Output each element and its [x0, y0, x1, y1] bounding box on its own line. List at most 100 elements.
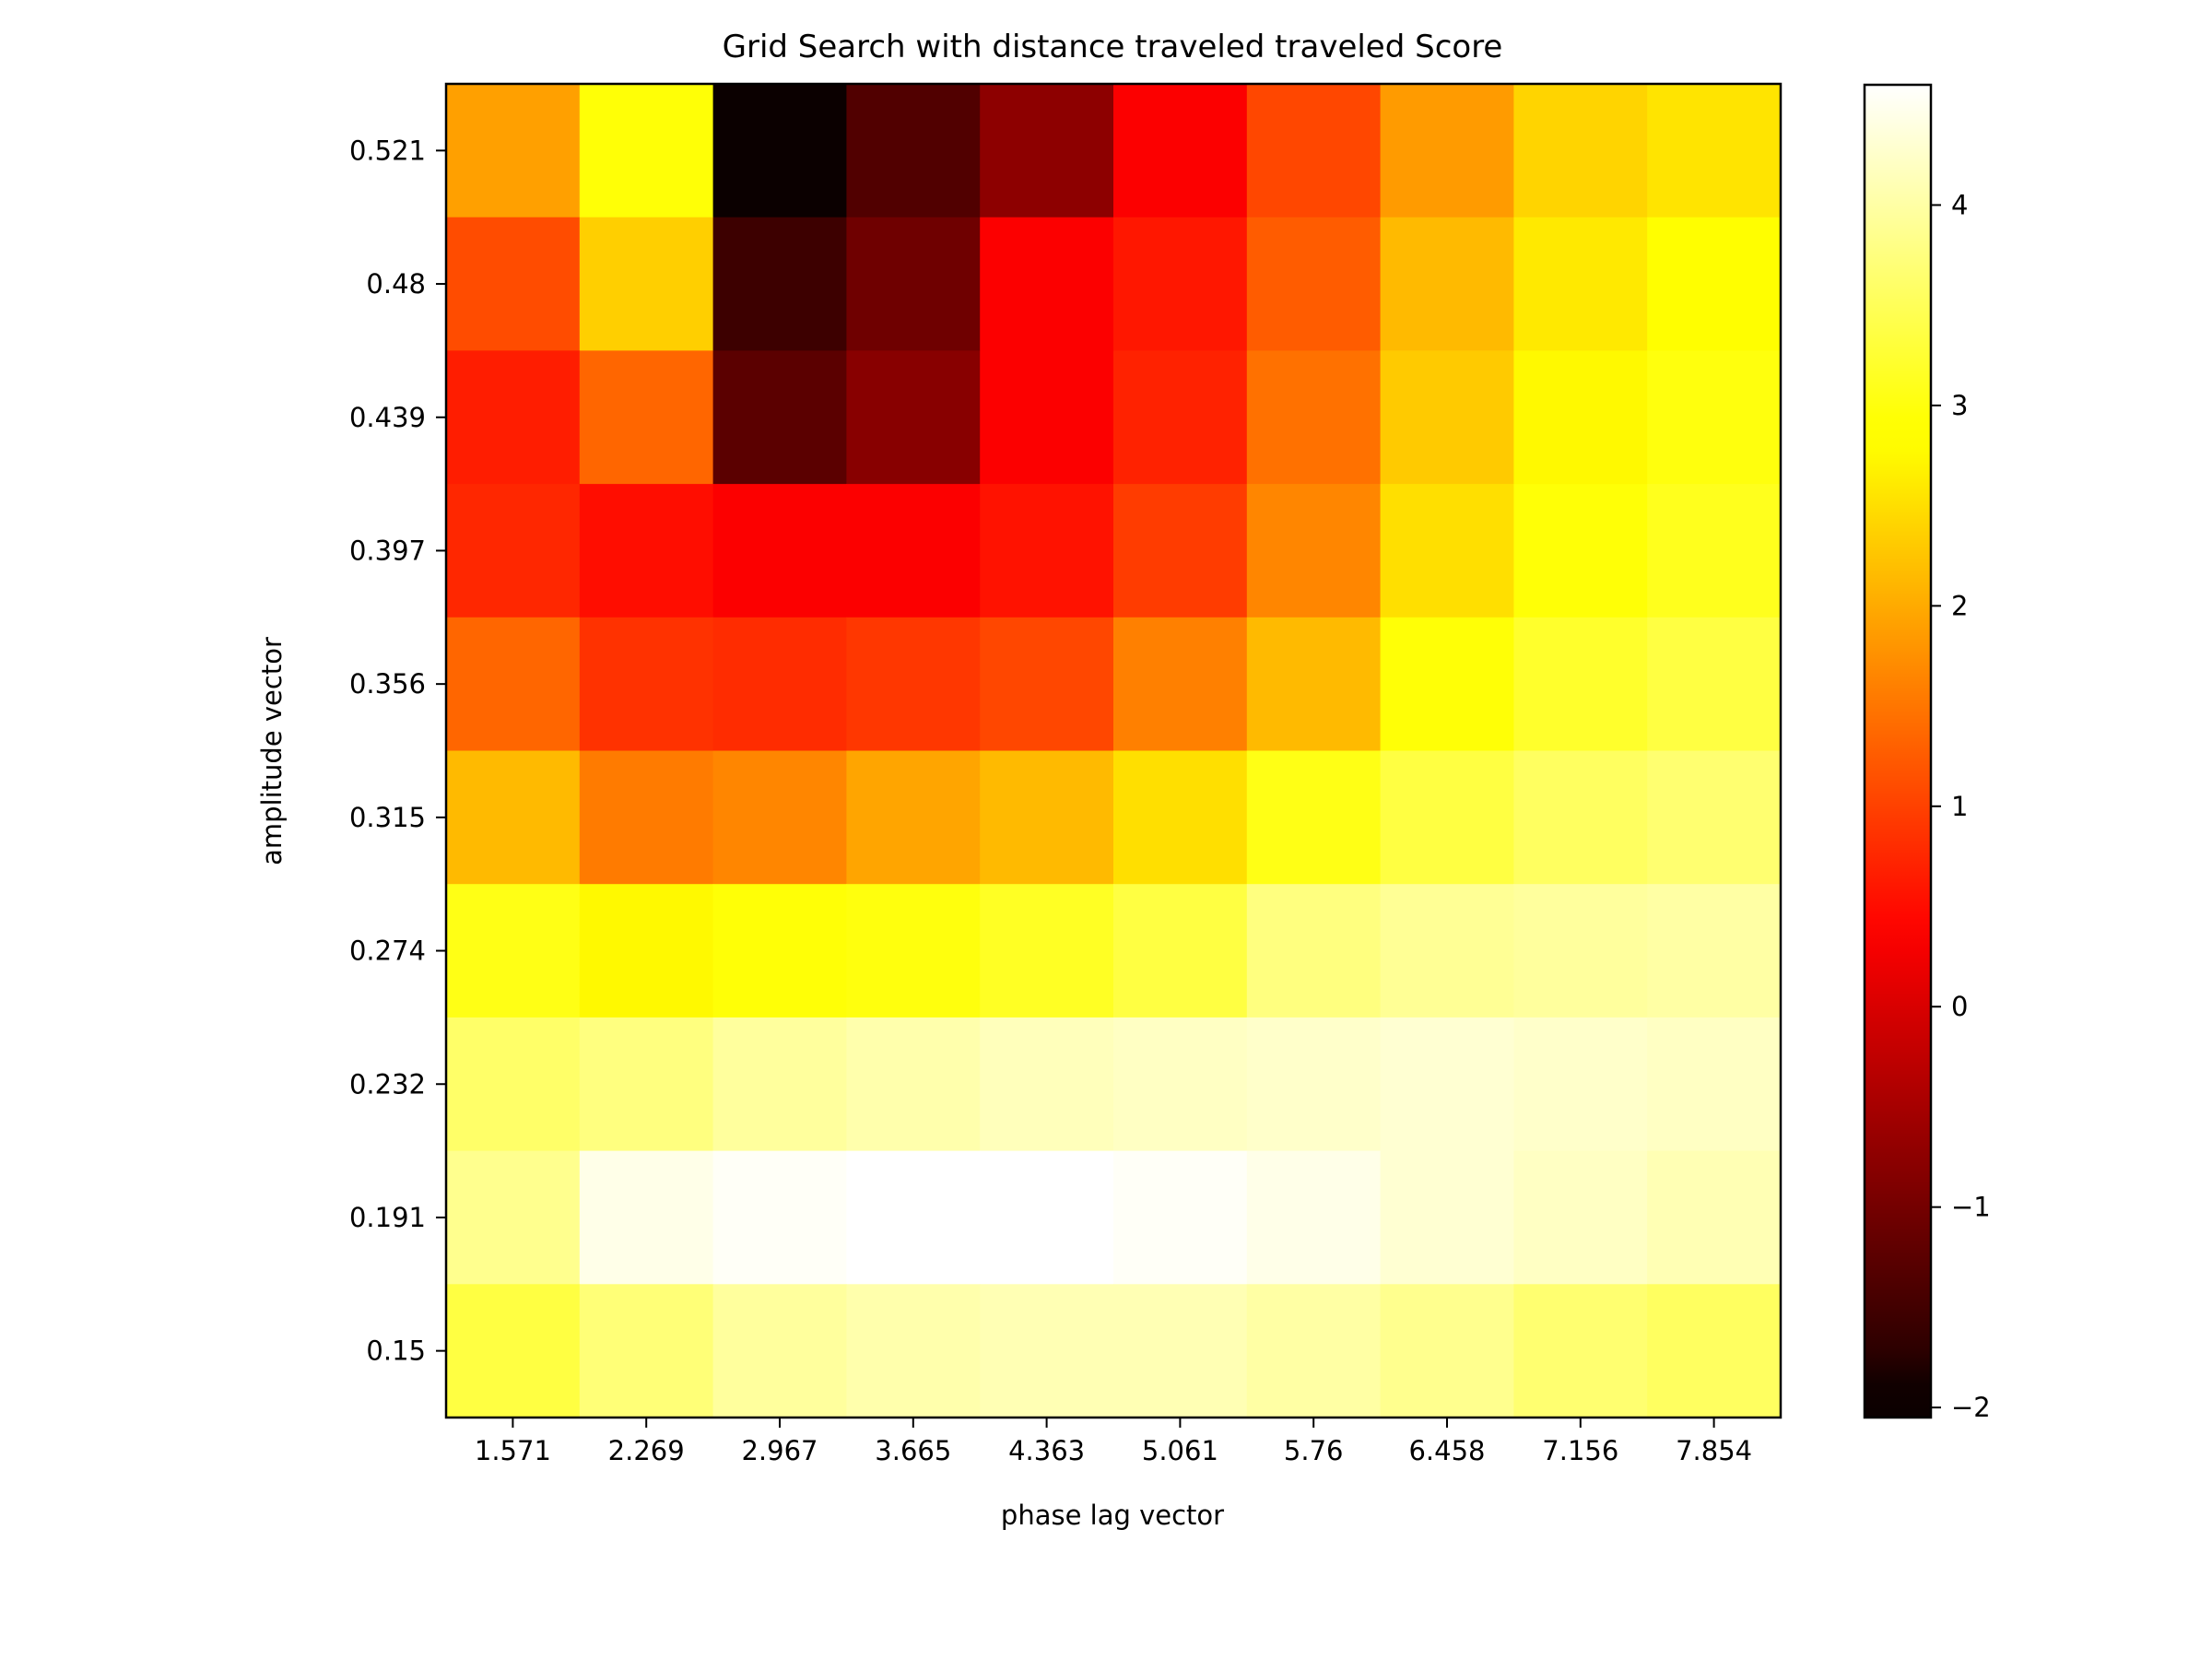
heatmap-cell: [712, 350, 847, 485]
colorbar-tick-label: 1: [1951, 791, 1968, 822]
colorbar-tick-label: −1: [1951, 1192, 1991, 1223]
y-tick-label: 0.521: [349, 135, 426, 166]
heatmap-cell: [1647, 750, 1782, 885]
colorbar-tick-label: −2: [1951, 1392, 1991, 1423]
y-tick-label: 0.439: [349, 402, 426, 433]
heatmap-cell: [712, 84, 847, 218]
heatmap-cell: [846, 84, 981, 218]
heatmap-cell: [579, 84, 714, 218]
x-tick-label: 3.665: [875, 1435, 951, 1466]
heatmap-cell: [1513, 1017, 1648, 1152]
heatmap-cell: [446, 1150, 581, 1285]
x-tick-label: 5.061: [1142, 1435, 1218, 1466]
heatmap-cell: [1380, 484, 1514, 618]
heatmap-cell: [579, 350, 714, 485]
heatmap-cell: [712, 750, 847, 885]
heatmap-cell: [446, 84, 581, 218]
heatmap-cell: [1380, 84, 1514, 218]
heatmap-cell: [712, 1284, 847, 1418]
heatmap-cell: [446, 217, 581, 351]
heatmap-cell: [846, 217, 981, 351]
heatmap-cell: [579, 884, 714, 1018]
heatmap-cell: [1513, 84, 1648, 218]
plot-frame: [444, 82, 1783, 1419]
x-tick-label: 6.458: [1408, 1435, 1485, 1466]
heatmap-cell: [579, 484, 714, 618]
heatmap-cell: [1513, 1284, 1648, 1418]
heatmap-cell: [1113, 1150, 1248, 1285]
heatmap-cell: [1647, 1150, 1782, 1285]
heatmap-cell: [446, 350, 581, 485]
heatmap-cell: [846, 1017, 981, 1152]
heatmap-cell: [1113, 884, 1248, 1018]
heatmap-cell: [712, 217, 847, 351]
heatmap-cell: [846, 1150, 981, 1285]
colorbar-ticks: −2 −1 0 1 2 3 4: [1931, 189, 1991, 1423]
y-tick-label: 0.315: [349, 802, 426, 833]
x-axis-ticks: 1.571 2.269 2.967 3.665 4.363 5.061 5.76 6.458 7…: [475, 1418, 1752, 1466]
colorbar-tick-label: 2: [1951, 590, 1968, 621]
heatmap-cell: [712, 884, 847, 1018]
heatmap-cell: [1647, 1284, 1782, 1418]
heatmap-cell: [446, 617, 581, 752]
heatmap-cell: [1113, 350, 1248, 485]
heatmap-cell: [1246, 84, 1382, 218]
x-tick-label: 7.156: [1542, 1435, 1618, 1466]
y-tick-label: 0.48: [366, 268, 426, 300]
y-tick-label: 0.15: [366, 1335, 426, 1367]
heatmap-cell: [1513, 350, 1648, 485]
heatmap-cell: [846, 350, 981, 485]
y-axis-ticks: 0.521 0.48 0.439 0.397 0.356 0.315 0.274 0.232 0…: [349, 135, 446, 1367]
heatmap-cell: [1647, 1017, 1782, 1152]
heatmap-cells: [446, 84, 1782, 1418]
y-axis-label: amplitude vector: [256, 637, 288, 865]
heatmap-cell: [1647, 217, 1782, 351]
x-tick-label: 2.269: [608, 1435, 685, 1466]
heatmap-cell: [980, 884, 1114, 1018]
x-tick-label: 4.363: [1008, 1435, 1085, 1466]
colorbar: [1863, 83, 1933, 1419]
heatmap-cell: [1380, 617, 1514, 752]
heatmap-cell: [712, 617, 847, 752]
heatmap-cell: [1380, 1017, 1514, 1152]
heatmap-cell: [1380, 1150, 1514, 1285]
heatmap-cell: [1647, 617, 1782, 752]
heatmap-cell: [1513, 750, 1648, 885]
heatmap-cell: [980, 617, 1114, 752]
heatmap-cell: [1246, 350, 1382, 485]
heatmap-cell: [1113, 1017, 1248, 1152]
x-tick-label: 7.854: [1676, 1435, 1752, 1466]
heatmap-cell: [1246, 750, 1382, 885]
heatmap-cell: [846, 484, 981, 618]
heatmap-cell: [712, 1017, 847, 1152]
heatmap-cell: [980, 1017, 1114, 1152]
heatmap-cell: [446, 1017, 581, 1152]
heatmap-cell: [1513, 1150, 1648, 1285]
heatmap-cell: [446, 750, 581, 885]
heatmap-cell: [1113, 217, 1248, 351]
heatmap-cell: [579, 1017, 714, 1152]
heatmap-cell: [846, 1284, 981, 1418]
heatmap-cell: [1647, 484, 1782, 618]
heatmap-cell: [446, 484, 581, 618]
heatmap-cell: [1513, 484, 1648, 618]
heatmap-cell: [1380, 1284, 1514, 1418]
heatmap-cell: [579, 217, 714, 351]
heatmap-cell: [1246, 217, 1382, 351]
heatmap-cell: [1246, 1150, 1382, 1285]
heatmap-cell: [980, 484, 1114, 618]
heatmap-cell: [579, 1150, 714, 1285]
heatmap-cell: [980, 1150, 1114, 1285]
heatmap-cell: [446, 1284, 581, 1418]
heatmap-cell: [1113, 1284, 1248, 1418]
heatmap-cell: [1113, 617, 1248, 752]
heatmap-cell: [1380, 750, 1514, 885]
heatmap-cell: [1647, 350, 1782, 485]
heatmap-cell: [1246, 1284, 1382, 1418]
heatmap-cell: [1246, 884, 1382, 1018]
y-tick-label: 0.232: [349, 1068, 426, 1100]
heatmap-cell: [1380, 217, 1514, 351]
heatmap-cell: [980, 84, 1114, 218]
heatmap-cell: [846, 617, 981, 752]
heatmap-cell: [1113, 484, 1248, 618]
